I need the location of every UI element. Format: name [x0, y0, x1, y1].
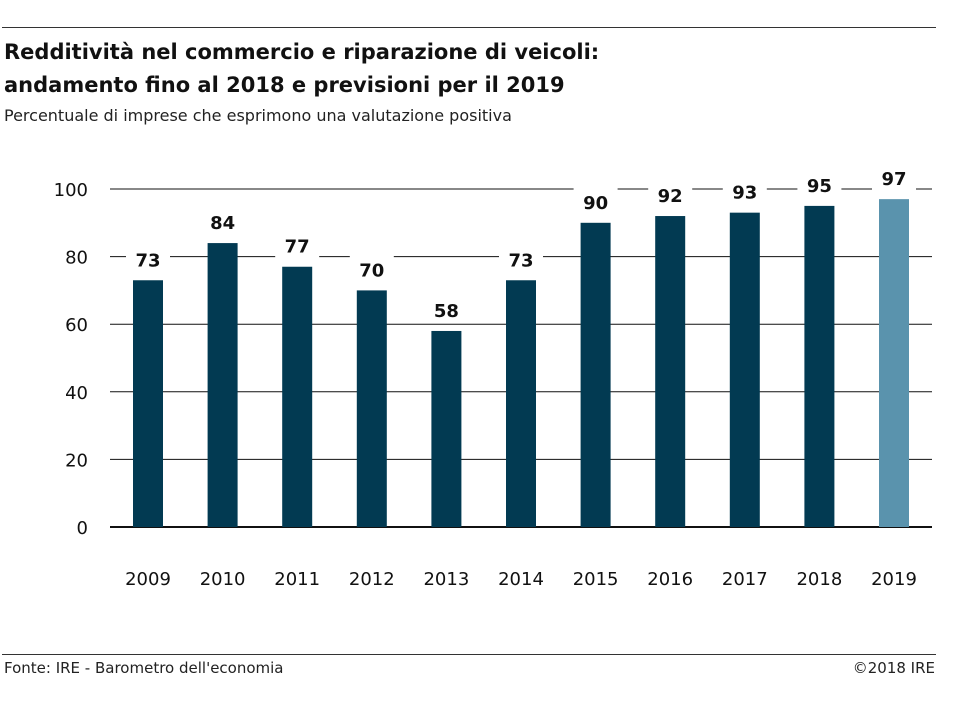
y-tick-label: 0 [77, 518, 88, 539]
bar-2013 [431, 330, 462, 527]
data-label-background [722, 176, 767, 205]
bar-2018 [804, 205, 835, 527]
x-axis-ticks: 2009 2010 2011 2012 2013 2014 2015 2016 2017 2018… [125, 569, 917, 590]
y-tick-label: 20 [65, 450, 88, 471]
bar-2017 [729, 212, 760, 527]
data-label-2009: 73 [135, 250, 160, 271]
data-label-2010: 84 [210, 213, 235, 234]
data-label-background [648, 180, 693, 209]
bar-2010 [207, 243, 238, 527]
chart-title: Redditività nel commercio e riparazione … [4, 36, 904, 102]
data-label-2017: 93 [732, 183, 757, 204]
data-label-background [872, 163, 916, 192]
data-label-background [275, 230, 320, 259]
copyright-note: ©2018 IRE [852, 659, 935, 677]
bar-2015 [580, 222, 611, 528]
y-axis-ticks: 0 20 40 60 80 100 [54, 180, 88, 539]
data-label-2014: 73 [508, 250, 533, 271]
bar-2009 [133, 280, 163, 527]
bottom-rule [2, 654, 936, 655]
x-tick-label: 2009 [125, 569, 171, 590]
y-tick-label: 40 [65, 383, 88, 404]
y-tick-label: 80 [65, 248, 88, 269]
chart-title-line-2: andamento fino al 2018 e previsioni per … [4, 73, 565, 97]
data-label-background [797, 169, 842, 198]
data-label-background [349, 254, 394, 283]
x-tick-label: 2010 [200, 569, 246, 590]
data-label-2012: 70 [359, 260, 384, 281]
data-label-2016: 92 [658, 186, 683, 207]
data-label-2019: 97 [881, 169, 906, 190]
data-labels: 73 84 77 70 58 73 90 92 93 95 97 [126, 163, 916, 323]
data-label-2013: 58 [434, 301, 459, 322]
bar-chart: 73 84 77 70 58 73 90 92 93 95 97 0 20 40 60 80 100 2009… [54, 163, 932, 590]
bar-2012 [356, 290, 387, 527]
x-tick-label: 2016 [647, 569, 693, 590]
data-label-2015: 90 [583, 193, 608, 214]
data-label-background [126, 244, 170, 273]
chart-subtitle: Percentuale di imprese che esprimono una… [4, 106, 512, 125]
bar-2011 [282, 266, 313, 527]
x-tick-label: 2011 [274, 569, 320, 590]
x-tick-label: 2017 [722, 569, 768, 590]
data-label-background [200, 207, 245, 236]
x-tick-label: 2015 [573, 569, 619, 590]
x-tick-label: 2014 [498, 569, 544, 590]
bars [133, 199, 909, 528]
y-tick-label: 60 [65, 315, 88, 336]
data-label-background [499, 244, 543, 273]
data-label-2011: 77 [285, 237, 310, 258]
bar-2019 [879, 199, 909, 527]
data-label-background [424, 294, 469, 323]
bar-2016 [655, 216, 686, 527]
x-tick-label: 2019 [871, 569, 917, 590]
y-tick-label: 100 [54, 180, 88, 201]
x-tick-label: 2018 [796, 569, 842, 590]
chart-title-line-1: Redditività nel commercio e riparazione … [4, 40, 600, 64]
top-rule [2, 27, 936, 28]
source-note: Fonte: IRE - Barometro dell'economia [4, 659, 284, 677]
x-tick-label: 2013 [423, 569, 469, 590]
bar-2014 [506, 280, 536, 527]
x-tick-label: 2012 [349, 569, 395, 590]
data-label-background [573, 186, 618, 215]
data-label-2018: 95 [807, 176, 832, 197]
